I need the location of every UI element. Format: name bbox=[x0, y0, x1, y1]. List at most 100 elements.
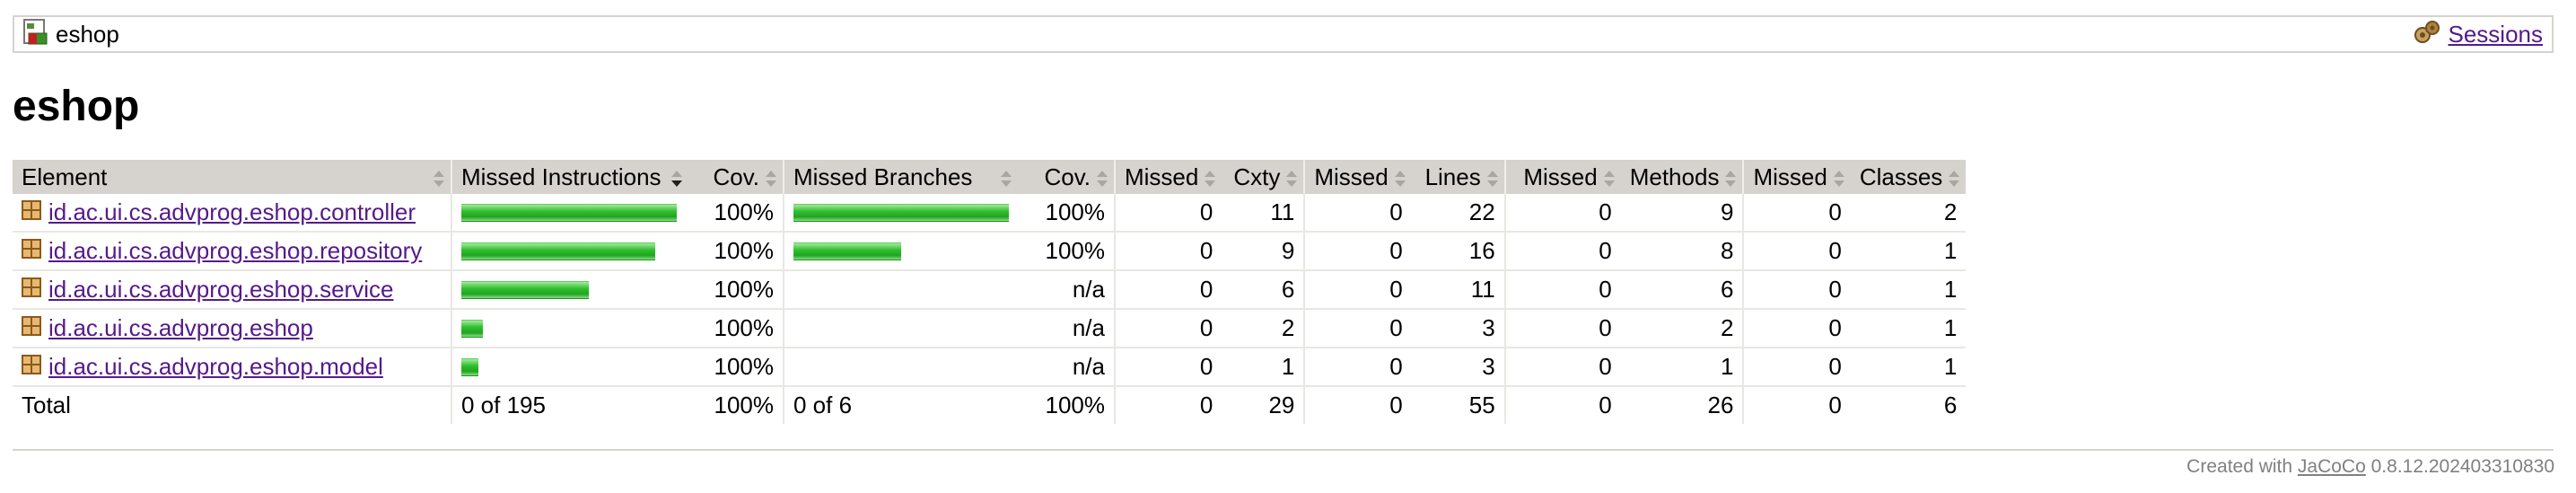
sort-descending-icon bbox=[670, 167, 683, 187]
footer: Created with JaCoCo 0.8.12.202403310830 bbox=[2186, 456, 2554, 478]
coverage-bar bbox=[461, 280, 589, 299]
header-methods[interactable]: Methods bbox=[1620, 160, 1744, 194]
missed-lines: 0 bbox=[1303, 270, 1412, 310]
header-missed-instructions[interactable]: Missed Instructions bbox=[451, 160, 688, 194]
coverage-bar bbox=[793, 203, 1009, 222]
element-cell: id.ac.ui.cs.advprog.eshop.repository bbox=[13, 232, 451, 271]
coverage-bar bbox=[461, 203, 677, 222]
footer-version: 0.8.12.202403310830 bbox=[2370, 456, 2554, 477]
coverage-bar bbox=[793, 242, 901, 260]
branches-bar-cell bbox=[783, 270, 1018, 310]
page-title: eshop bbox=[13, 83, 140, 130]
missed-methods: 0 bbox=[1503, 270, 1621, 310]
missed-cxty: 0 bbox=[1113, 348, 1222, 387]
sessions-link[interactable]: Sessions bbox=[2448, 20, 2544, 48]
branches-coverage: n/a bbox=[1018, 309, 1115, 348]
header-classes[interactable]: Classes bbox=[1850, 160, 1967, 194]
breadcrumb-label: eshop bbox=[56, 21, 119, 48]
footer-divider bbox=[13, 449, 2554, 451]
table-row: id.ac.ui.cs.advprog.eshop.controller 100%… bbox=[13, 194, 1967, 233]
element-cell: id.ac.ui.cs.advprog.eshop bbox=[13, 309, 451, 348]
branches-coverage: 100% bbox=[1018, 232, 1115, 271]
total-missed-instructions: 0 of 195 bbox=[451, 385, 688, 424]
header-lines[interactable]: Lines bbox=[1411, 160, 1505, 194]
header-element[interactable]: Element bbox=[13, 160, 451, 194]
package-icon bbox=[22, 276, 41, 304]
instructions-bar-cell bbox=[451, 270, 688, 310]
sessions-icon[interactable] bbox=[2413, 20, 2441, 49]
table-header-row: Element Missed Instructions Cov. Missed … bbox=[13, 160, 1967, 194]
lines: 22 bbox=[1411, 194, 1505, 233]
header-missed-classes[interactable]: Missed bbox=[1742, 160, 1851, 194]
instructions-coverage: 100% bbox=[688, 309, 784, 348]
breadcrumb-current: eshop bbox=[23, 18, 119, 50]
methods: 1 bbox=[1620, 348, 1744, 387]
missed-classes: 0 bbox=[1742, 348, 1851, 387]
coverage-bar bbox=[461, 319, 483, 338]
branches-bar-cell bbox=[783, 232, 1018, 271]
element-cell: id.ac.ui.cs.advprog.eshop.model bbox=[13, 348, 451, 387]
cxty: 11 bbox=[1222, 194, 1305, 233]
sort-icon bbox=[1394, 167, 1406, 187]
element-cell: id.ac.ui.cs.advprog.eshop.controller bbox=[13, 194, 451, 233]
missed-lines: 0 bbox=[1303, 194, 1412, 233]
classes: 1 bbox=[1850, 270, 1967, 310]
branches-coverage: 100% bbox=[1018, 194, 1115, 233]
header-missed-methods[interactable]: Missed bbox=[1503, 160, 1621, 194]
total-missed-methods: 0 bbox=[1503, 385, 1621, 424]
coverage-table: Element Missed Instructions Cov. Missed … bbox=[13, 160, 1967, 424]
package-link[interactable]: id.ac.ui.cs.advprog.eshop.repository bbox=[48, 237, 423, 264]
package-icon bbox=[22, 353, 41, 381]
classes: 1 bbox=[1850, 348, 1967, 387]
instructions-coverage: 100% bbox=[688, 194, 784, 233]
sort-icon bbox=[433, 167, 445, 187]
package-link[interactable]: id.ac.ui.cs.advprog.eshop.service bbox=[48, 276, 394, 303]
sort-icon bbox=[1000, 167, 1012, 187]
header-instructions-coverage[interactable]: Cov. bbox=[688, 160, 784, 194]
total-missed-cxty: 0 bbox=[1113, 385, 1222, 424]
lines: 16 bbox=[1411, 232, 1505, 271]
total-cxty: 29 bbox=[1222, 385, 1305, 424]
header-missed-branches[interactable]: Missed Branches bbox=[783, 160, 1018, 194]
total-methods: 26 bbox=[1620, 385, 1744, 424]
jacoco-link[interactable]: JaCoCo bbox=[2297, 456, 2366, 477]
total-missed-branches: 0 of 6 bbox=[783, 385, 1018, 424]
branches-coverage: n/a bbox=[1018, 270, 1115, 310]
sort-icon bbox=[1833, 167, 1845, 187]
missed-methods: 0 bbox=[1503, 348, 1621, 387]
methods: 9 bbox=[1620, 194, 1744, 233]
lines: 3 bbox=[1411, 348, 1505, 387]
header-missed-lines[interactable]: Missed bbox=[1303, 160, 1412, 194]
missed-methods: 0 bbox=[1503, 232, 1621, 271]
instructions-bar-cell bbox=[451, 194, 688, 233]
instructions-bar-cell bbox=[451, 309, 688, 348]
header-cxty[interactable]: Cxty bbox=[1222, 160, 1305, 194]
header-branches-coverage[interactable]: Cov. bbox=[1018, 160, 1115, 194]
sessions-link-group[interactable]: Sessions bbox=[2413, 20, 2544, 49]
package-link[interactable]: id.ac.ui.cs.advprog.eshop.controller bbox=[48, 198, 416, 225]
sort-icon bbox=[1948, 167, 1960, 187]
missed-lines: 0 bbox=[1303, 309, 1412, 348]
package-link[interactable]: id.ac.ui.cs.advprog.eshop bbox=[48, 314, 313, 341]
methods: 6 bbox=[1620, 270, 1744, 310]
package-icon bbox=[22, 198, 41, 226]
total-branches-coverage: 100% bbox=[1018, 385, 1115, 424]
missed-cxty: 0 bbox=[1113, 309, 1222, 348]
table-row: id.ac.ui.cs.advprog.eshop.repository 100%… bbox=[13, 232, 1967, 271]
cxty: 6 bbox=[1222, 270, 1305, 310]
missed-methods: 0 bbox=[1503, 194, 1621, 233]
classes: 1 bbox=[1850, 309, 1967, 348]
methods: 2 bbox=[1620, 309, 1744, 348]
branches-bar-cell bbox=[783, 348, 1018, 387]
missed-lines: 0 bbox=[1303, 232, 1412, 271]
missed-methods: 0 bbox=[1503, 309, 1621, 348]
missed-classes: 0 bbox=[1742, 194, 1851, 233]
lines: 3 bbox=[1411, 309, 1505, 348]
header-missed-cxty[interactable]: Missed bbox=[1113, 160, 1222, 194]
missed-classes: 0 bbox=[1742, 270, 1851, 310]
total-instructions-coverage: 100% bbox=[688, 385, 784, 424]
package-link[interactable]: id.ac.ui.cs.advprog.eshop.model bbox=[48, 353, 383, 380]
footer-prefix: Created with bbox=[2186, 456, 2293, 477]
package-icon bbox=[22, 314, 41, 342]
